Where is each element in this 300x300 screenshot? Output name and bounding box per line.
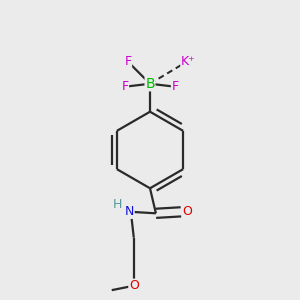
- Text: K⁺: K⁺: [181, 55, 196, 68]
- Text: H: H: [113, 198, 122, 211]
- Text: N: N: [125, 205, 134, 218]
- Text: B: B: [145, 77, 155, 91]
- Text: F: F: [122, 80, 128, 93]
- Text: O: O: [182, 205, 192, 218]
- Text: F: F: [124, 55, 131, 68]
- Text: F: F: [172, 80, 178, 93]
- Text: O: O: [129, 279, 139, 292]
